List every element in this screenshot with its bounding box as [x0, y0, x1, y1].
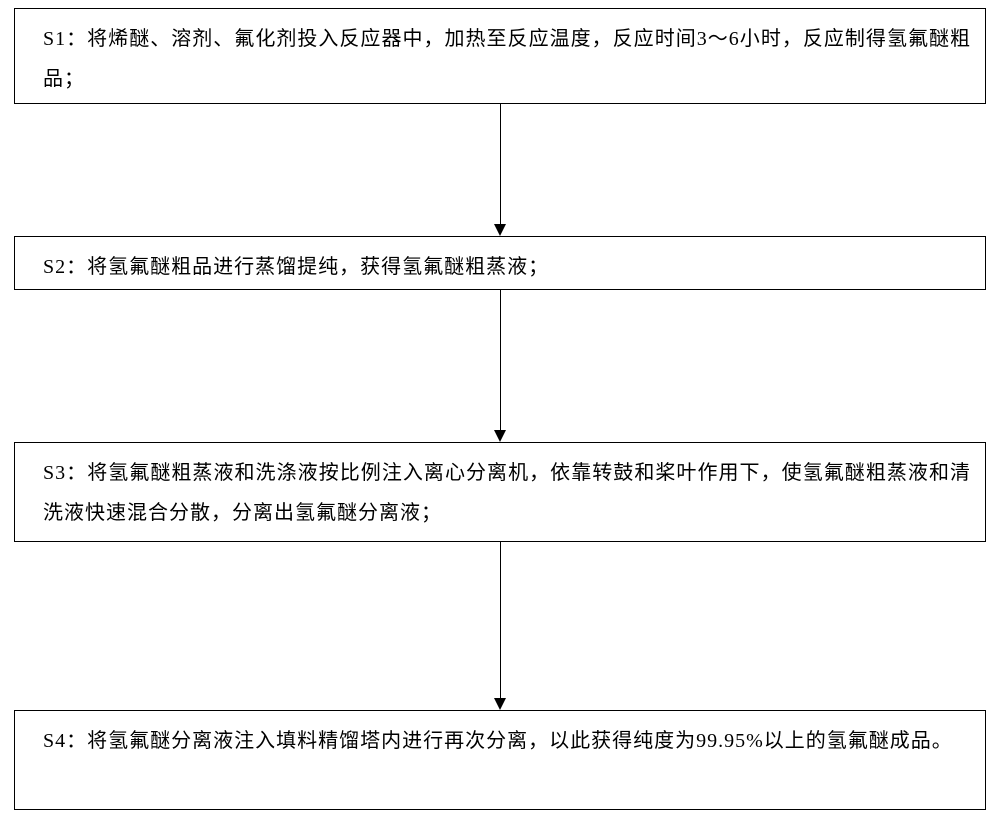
flow-step-s4: S4：将氢氟醚分离液注入填料精馏塔内进行再次分离，以此获得纯度为99.95%以上… — [14, 710, 986, 810]
arrow-s2-s3-line — [500, 290, 501, 430]
flow-step-s1: S1：将烯醚、溶剂、氟化剂投入反应器中，加热至反应温度，反应时间3～6小时，反应… — [14, 8, 986, 104]
arrow-s1-s2-line — [500, 104, 501, 224]
arrow-s1-s2-head — [494, 224, 506, 236]
arrow-s2-s3-head — [494, 430, 506, 442]
flow-step-s2: S2：将氢氟醚粗品进行蒸馏提纯，获得氢氟醚粗蒸液； — [14, 236, 986, 290]
arrow-s3-s4-head — [494, 698, 506, 710]
flow-step-s4-text: S4：将氢氟醚分离液注入填料精馏塔内进行再次分离，以此获得纯度为99.95%以上… — [43, 730, 953, 752]
arrow-s3-s4-line — [500, 542, 501, 698]
flowchart-canvas: S1：将烯醚、溶剂、氟化剂投入反应器中，加热至反应温度，反应时间3～6小时，反应… — [0, 0, 1000, 822]
flow-step-s1-text: S1：将烯醚、溶剂、氟化剂投入反应器中，加热至反应温度，反应时间3～6小时，反应… — [43, 28, 971, 90]
flow-step-s2-text: S2：将氢氟醚粗品进行蒸馏提纯，获得氢氟醚粗蒸液； — [43, 256, 549, 278]
flow-step-s3: S3：将氢氟醚粗蒸液和洗涤液按比例注入离心分离机，依靠转鼓和桨叶作用下，使氢氟醚… — [14, 442, 986, 542]
flow-step-s3-text: S3：将氢氟醚粗蒸液和洗涤液按比例注入离心分离机，依靠转鼓和桨叶作用下，使氢氟醚… — [43, 462, 971, 524]
